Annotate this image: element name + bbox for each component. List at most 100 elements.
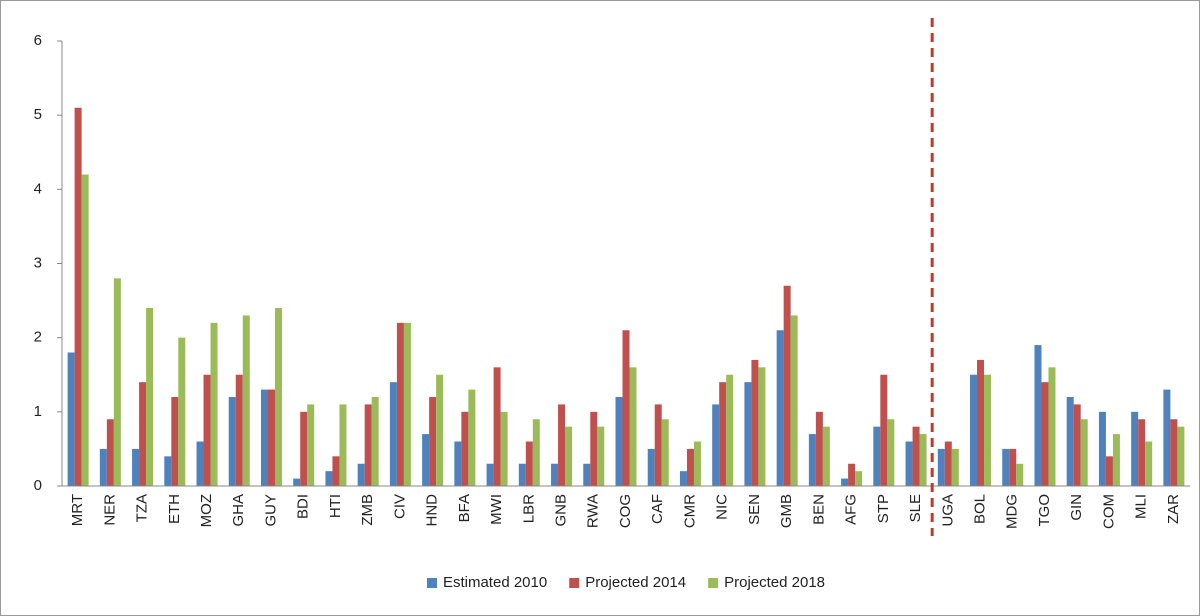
legend-swatch bbox=[426, 578, 437, 588]
bar bbox=[1073, 404, 1081, 486]
bar bbox=[1170, 419, 1178, 486]
x-tick-label: HTI bbox=[327, 494, 344, 518]
bar bbox=[235, 374, 243, 486]
bar bbox=[486, 463, 494, 486]
bar bbox=[357, 463, 365, 486]
bar bbox=[776, 330, 784, 486]
bar bbox=[848, 463, 856, 486]
bar bbox=[1080, 419, 1088, 486]
bar bbox=[339, 404, 347, 486]
x-tick-label: TZA bbox=[134, 494, 151, 522]
bar bbox=[919, 434, 927, 486]
x-tick-label: STP bbox=[875, 494, 892, 523]
bar bbox=[1105, 456, 1113, 486]
bar bbox=[164, 456, 172, 486]
bar bbox=[518, 463, 526, 486]
bar bbox=[300, 411, 308, 486]
bar bbox=[1009, 448, 1017, 486]
bar bbox=[790, 315, 798, 486]
legend-label: Projected 2018 bbox=[724, 574, 825, 591]
x-tick-label: ZAR bbox=[1165, 494, 1182, 524]
x-tick-label: SLE bbox=[907, 494, 924, 522]
bar bbox=[977, 359, 985, 486]
bar bbox=[661, 419, 669, 486]
legend-swatch bbox=[708, 578, 719, 588]
bar bbox=[944, 441, 952, 486]
y-tick-label: 6 bbox=[34, 32, 42, 49]
bar bbox=[647, 448, 655, 486]
bar bbox=[822, 426, 830, 486]
x-tick-label: GUY bbox=[262, 494, 279, 527]
x-tick-label: BFA bbox=[456, 494, 473, 522]
x-tick-label: CIV bbox=[391, 494, 408, 519]
bar bbox=[565, 426, 573, 486]
bar bbox=[615, 397, 623, 486]
bar bbox=[228, 397, 236, 486]
bar bbox=[719, 382, 727, 486]
bar bbox=[873, 426, 881, 486]
x-tick-label: NIC bbox=[714, 494, 731, 520]
bar bbox=[551, 463, 559, 486]
bar bbox=[146, 308, 154, 486]
bar bbox=[597, 426, 605, 486]
bar bbox=[1163, 389, 1171, 486]
bar bbox=[558, 404, 566, 486]
bar bbox=[1098, 411, 1106, 486]
bar bbox=[396, 322, 404, 486]
bar bbox=[454, 441, 462, 486]
bar bbox=[712, 404, 720, 486]
bar bbox=[307, 404, 315, 486]
bar bbox=[1112, 434, 1120, 486]
bar bbox=[1034, 345, 1042, 486]
x-tick-label: MOZ bbox=[198, 494, 215, 527]
bar bbox=[912, 426, 920, 486]
bar bbox=[693, 441, 701, 486]
bar bbox=[493, 367, 501, 486]
bar bbox=[106, 419, 114, 486]
x-tick-label: GIN bbox=[1068, 494, 1085, 521]
bar bbox=[325, 471, 333, 486]
bar bbox=[203, 374, 211, 486]
bar bbox=[532, 419, 540, 486]
x-tick-label: GMB bbox=[778, 494, 795, 528]
bar bbox=[583, 463, 591, 486]
bar bbox=[436, 374, 444, 486]
bar bbox=[744, 382, 752, 486]
bar bbox=[1002, 448, 1010, 486]
bar bbox=[403, 322, 411, 486]
bar bbox=[751, 359, 759, 486]
bar bbox=[178, 337, 186, 486]
bar bbox=[1131, 411, 1139, 486]
bar bbox=[841, 478, 849, 486]
x-tick-label: MDG bbox=[1004, 494, 1021, 529]
bar bbox=[500, 411, 508, 486]
x-tick-label: TGO bbox=[1036, 494, 1053, 527]
bar bbox=[1048, 367, 1056, 486]
x-tick-label: MWI bbox=[488, 494, 505, 525]
bar bbox=[726, 374, 734, 486]
bar bbox=[267, 389, 275, 486]
bar bbox=[113, 278, 121, 486]
bar bbox=[887, 419, 895, 486]
bar bbox=[171, 397, 179, 486]
bar bbox=[525, 441, 533, 486]
bar bbox=[74, 107, 82, 486]
bar bbox=[622, 330, 630, 486]
bar bbox=[422, 434, 430, 486]
bar bbox=[371, 397, 379, 486]
x-tick-label: AFG bbox=[843, 494, 860, 525]
bar bbox=[629, 367, 637, 486]
x-tick-label: MLI bbox=[1133, 494, 1150, 519]
bar bbox=[679, 471, 687, 486]
x-tick-label: CMR bbox=[681, 494, 698, 528]
y-tick-label: 3 bbox=[34, 254, 42, 271]
x-tick-label: UGA bbox=[939, 494, 956, 527]
bar bbox=[880, 374, 888, 486]
x-tick-label: BOL bbox=[971, 494, 988, 524]
bar bbox=[758, 367, 766, 486]
bar bbox=[260, 389, 268, 486]
bar bbox=[461, 411, 469, 486]
y-tick-label: 2 bbox=[34, 329, 42, 346]
y-tick-label: 1 bbox=[34, 403, 42, 420]
